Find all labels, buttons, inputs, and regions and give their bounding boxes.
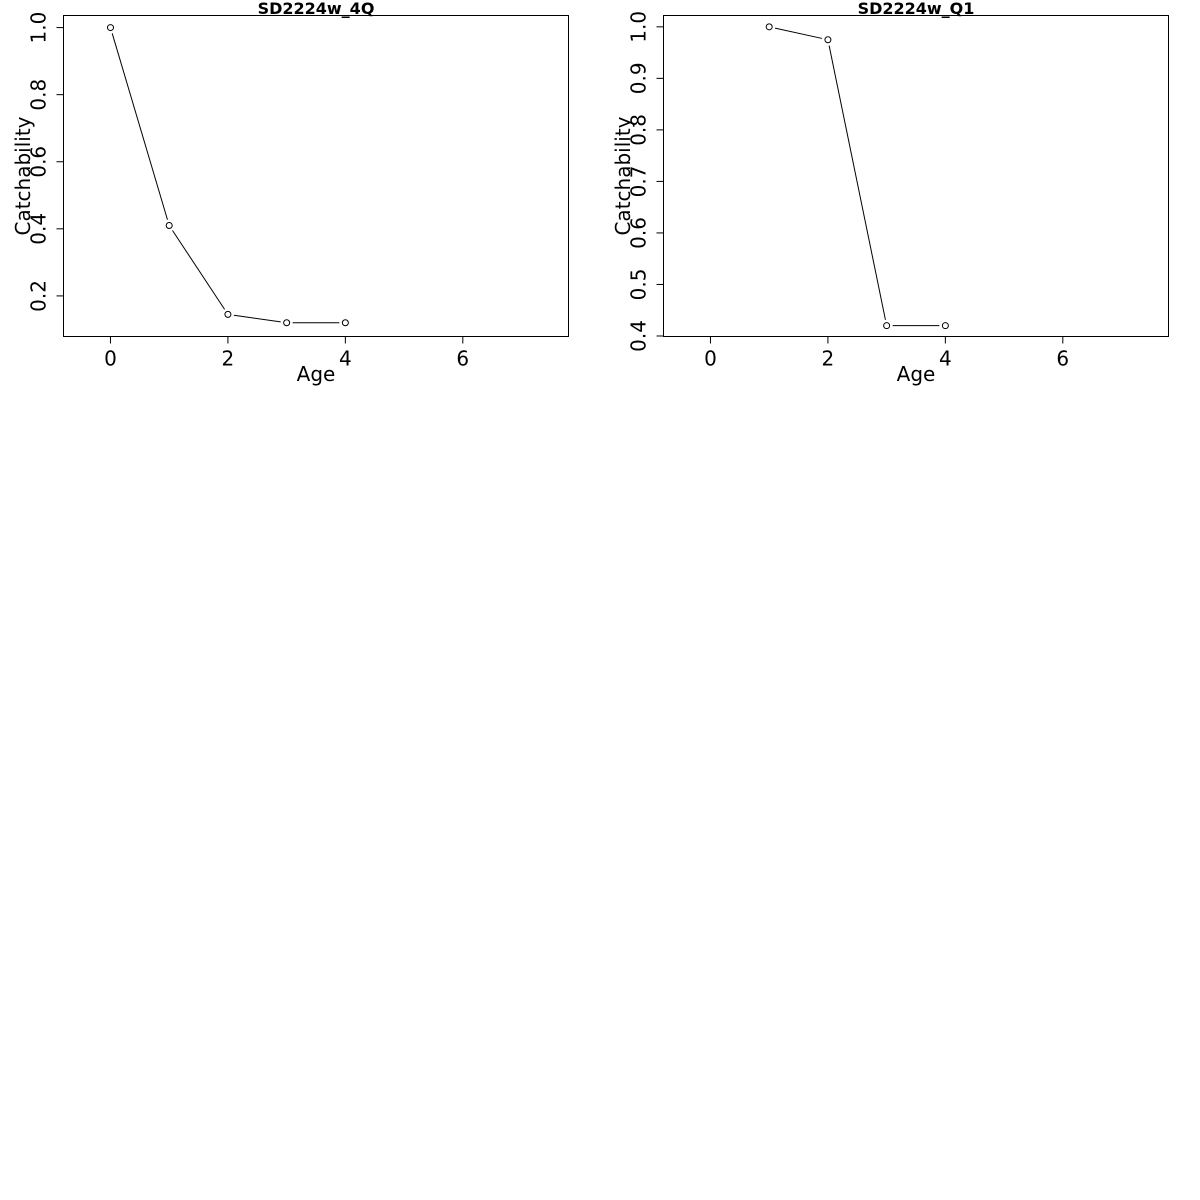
x-tick-label: 6 bbox=[456, 347, 469, 371]
data-point bbox=[224, 310, 232, 318]
panel-left: SD2224w_4Q 0 2 4 6 0.2 0.4 0.6 0.8 1.0 Age Catc… bbox=[11, 0, 569, 386]
x-tick-label: 4 bbox=[339, 347, 352, 371]
data-point bbox=[824, 36, 832, 44]
x-axis: 0 2 4 6 bbox=[704, 336, 1069, 371]
x-axis-label: Age bbox=[297, 362, 336, 386]
plot-frame bbox=[663, 15, 1169, 337]
y-tick-label: 1.0 bbox=[27, 12, 51, 44]
y-tick-label: 0.9 bbox=[627, 62, 651, 94]
x-tick-label: 0 bbox=[704, 347, 717, 371]
y-axis: 0.4 0.5 0.6 0.7 0.8 0.9 1.0 bbox=[627, 11, 664, 352]
y-tick-label: 0.6 bbox=[627, 217, 651, 249]
plot-frame bbox=[63, 15, 569, 337]
data-point bbox=[341, 319, 349, 327]
series-line-segment bbox=[774, 27, 823, 39]
panel-title: SD2224w_4Q bbox=[258, 0, 375, 18]
y-tick-label: 0.6 bbox=[27, 146, 51, 178]
data-series bbox=[765, 23, 949, 330]
data-point bbox=[283, 319, 291, 327]
x-axis-label: Age bbox=[897, 362, 936, 386]
series-line-segment bbox=[111, 33, 168, 220]
data-point bbox=[765, 23, 773, 31]
x-tick-label: 0 bbox=[104, 347, 117, 371]
data-point bbox=[883, 322, 891, 330]
y-tick-label: 0.7 bbox=[627, 166, 651, 198]
data-point bbox=[165, 221, 173, 229]
series-line-segment bbox=[828, 45, 886, 320]
x-tick-label: 2 bbox=[822, 347, 835, 371]
x-tick-label: 6 bbox=[1056, 347, 1069, 371]
series-line-segment bbox=[233, 314, 281, 323]
y-tick-label: 0.8 bbox=[27, 79, 51, 111]
panel-right: SD2224w_Q1 0 2 4 6 0.4 0.5 0.6 0.7 0.8 0.9 1.0 Ag… bbox=[611, 0, 1169, 386]
y-axis-label: Catchability bbox=[11, 116, 35, 235]
data-point bbox=[941, 322, 949, 330]
y-tick-label: 0.5 bbox=[627, 269, 651, 301]
x-tick-label: 4 bbox=[939, 347, 952, 371]
y-tick-label: 0.8 bbox=[627, 114, 651, 146]
y-tick-label: 0.2 bbox=[27, 280, 51, 312]
data-series bbox=[106, 24, 349, 327]
y-axis: 0.2 0.4 0.6 0.8 1.0 bbox=[27, 12, 64, 312]
y-tick-label: 0.4 bbox=[627, 320, 651, 352]
y-tick-label: 1.0 bbox=[627, 11, 651, 43]
y-axis-label: Catchability bbox=[611, 116, 635, 235]
series-line-segment bbox=[172, 230, 226, 310]
x-axis: 0 2 4 6 bbox=[104, 336, 469, 371]
x-tick-label: 2 bbox=[222, 347, 235, 371]
y-tick-label: 0.4 bbox=[27, 213, 51, 245]
data-point bbox=[106, 24, 114, 32]
panel-title: SD2224w_Q1 bbox=[858, 0, 975, 18]
